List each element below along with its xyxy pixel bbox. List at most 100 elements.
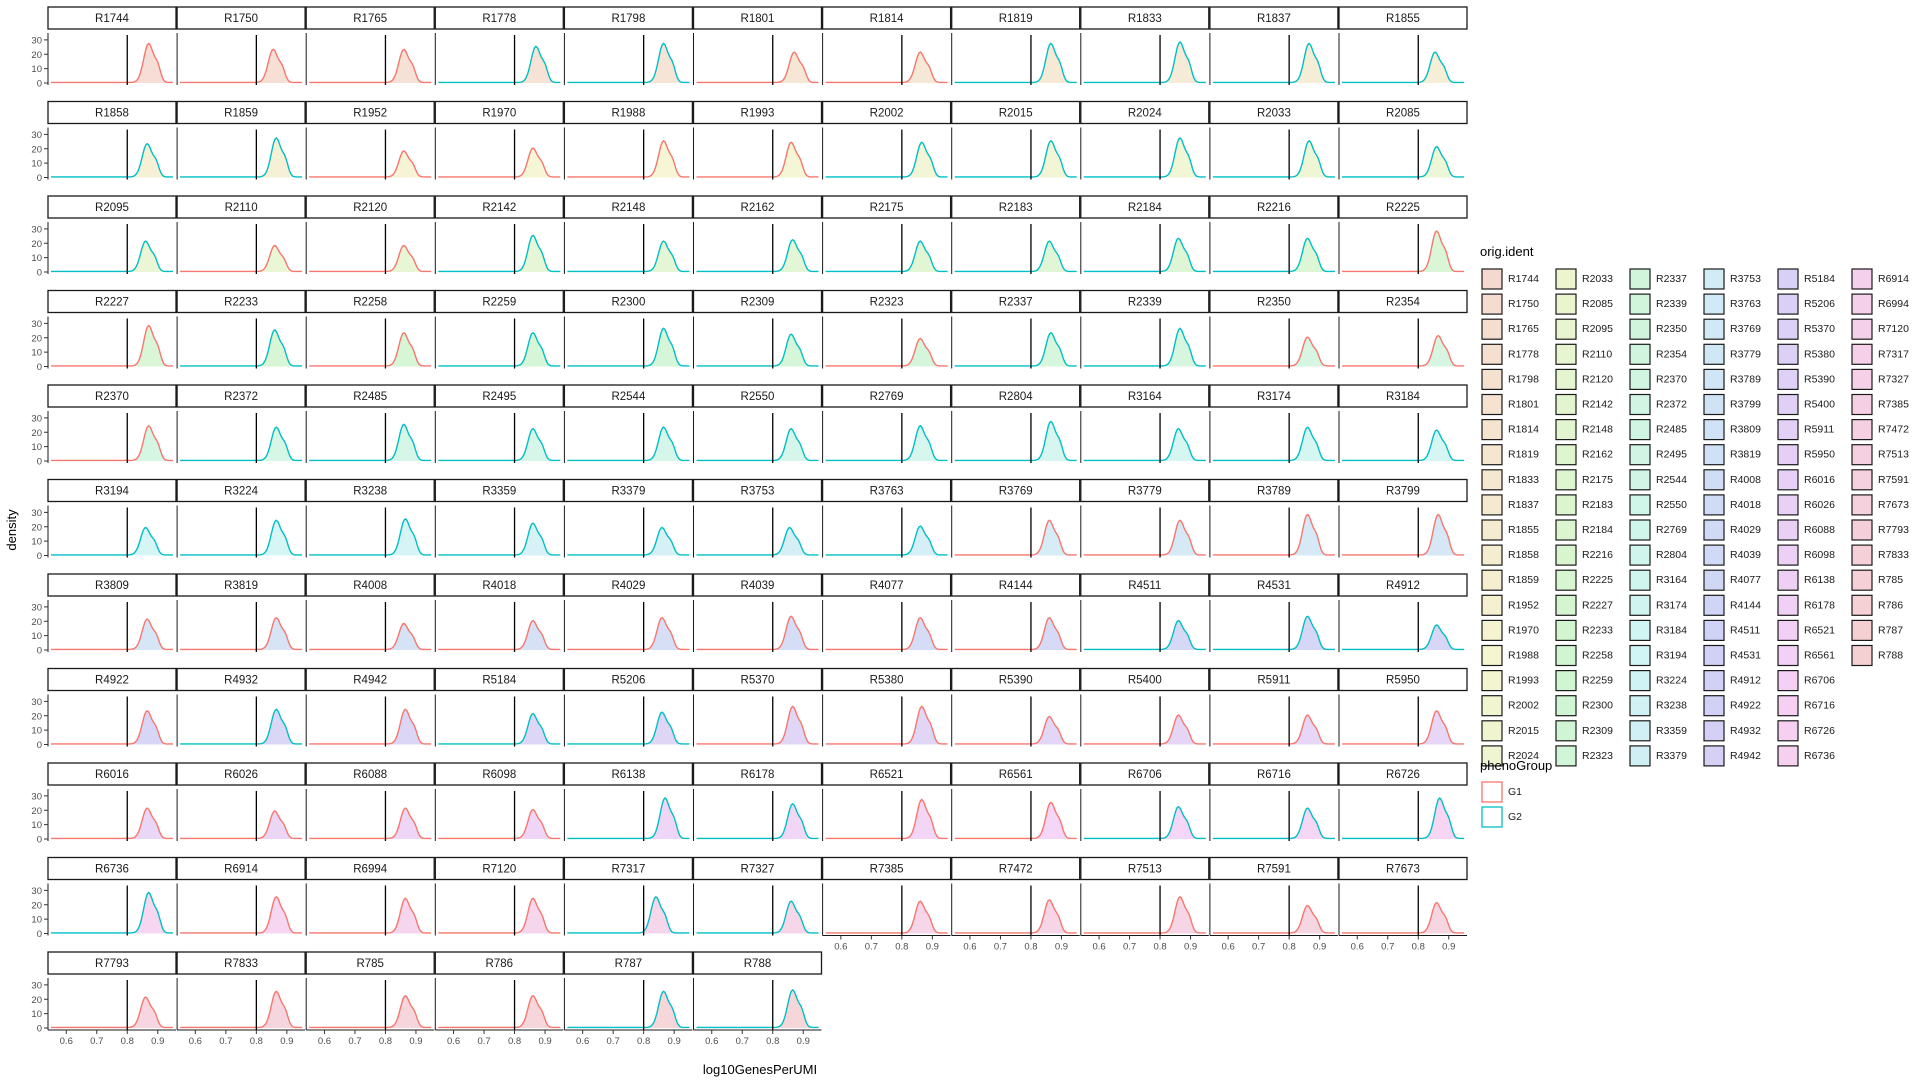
density-line xyxy=(1083,714,1206,745)
x-tick-label: 0.8 xyxy=(508,1036,521,1047)
legend-label: R2350 xyxy=(1656,323,1687,335)
legend-swatch xyxy=(1851,569,1873,591)
facet-strip-label: R6994 xyxy=(353,864,387,876)
facet-strip xyxy=(821,6,952,30)
facet-strip-label: R4912 xyxy=(1386,580,1420,592)
facet-strip xyxy=(434,762,564,786)
y-tick-label: 30 xyxy=(31,886,42,897)
density-line xyxy=(567,526,690,556)
density-line xyxy=(825,141,948,178)
legend-swatch xyxy=(1481,268,1503,290)
facet-panel-R2544: R2544 xyxy=(563,384,694,463)
legend-item-R6098: R6098 xyxy=(1777,544,1835,566)
legend-label: R2162 xyxy=(1582,449,1613,461)
legend-swatch xyxy=(1481,393,1503,416)
facet-panel-R1952: R1952 xyxy=(305,100,435,180)
facet-strip-label: R2550 xyxy=(741,391,775,403)
x-tick-label: 0.7 xyxy=(1252,942,1265,953)
density-line xyxy=(825,240,948,273)
facet-panel-R3194: R3194 0 10 20 30 xyxy=(31,478,177,562)
legend-swatch xyxy=(1629,594,1651,616)
density-line xyxy=(180,616,303,651)
legend-label: R4511 xyxy=(1730,624,1760,636)
density-area xyxy=(825,142,948,178)
facet-strip xyxy=(47,478,177,503)
legend-label: R3194 xyxy=(1656,650,1687,662)
density-line xyxy=(954,898,1077,934)
y-tick-label: 0 xyxy=(37,457,42,468)
legend-item-R2142: R2142 xyxy=(1555,393,1613,416)
density-line xyxy=(51,526,173,556)
legend-swatch xyxy=(1777,594,1799,616)
y-tick-label: 0 xyxy=(37,740,42,751)
facet-panel-R4077: R4077 xyxy=(821,573,952,652)
facet-panel-R4942: R4942 xyxy=(305,667,435,747)
x-tick-label: 0.9 xyxy=(797,1036,810,1047)
density-line xyxy=(309,331,432,367)
density-line xyxy=(1212,426,1335,462)
facet-strip-label: R3779 xyxy=(1128,486,1162,498)
density-line xyxy=(438,994,561,1029)
y-tick-label: 20 xyxy=(31,50,42,61)
legend-label: R3799 xyxy=(1730,399,1761,411)
legend-label: R3789 xyxy=(1730,373,1761,385)
facet-panel-R2804: R2804 xyxy=(951,384,1081,463)
x-tick-label: 0.7 xyxy=(607,1036,620,1047)
facet-panel-R4511: R4511 xyxy=(1080,573,1210,652)
legend-item-R7120: R7120 xyxy=(1851,318,1909,340)
legend-label: R2085 xyxy=(1582,298,1613,310)
legend-label: R2225 xyxy=(1582,574,1613,586)
facet-strip xyxy=(821,100,952,125)
legend-item-R2175: R2175 xyxy=(1555,469,1613,491)
facet-panel-R5390: R5390 xyxy=(951,667,1081,747)
legend-swatch xyxy=(1703,619,1725,642)
density-line xyxy=(1083,427,1206,462)
legend-swatch xyxy=(1481,720,1503,742)
facet-strip xyxy=(47,289,177,314)
y-tick-label: 10 xyxy=(31,348,42,359)
facet-strip xyxy=(176,856,306,881)
facet-strip-label: R2258 xyxy=(353,297,387,309)
legend-label: R2337 xyxy=(1656,273,1687,285)
y-tick-label: 0 xyxy=(37,1024,42,1035)
facet-panel-R1814: R1814 xyxy=(821,6,952,85)
facet-panel-R2337: R2337 xyxy=(951,289,1081,369)
y-tick-label: 10 xyxy=(31,159,42,170)
facet-panel-R1970: R1970 xyxy=(434,100,564,180)
facet-panel-R1798: R1798 xyxy=(563,6,694,85)
legend-item-R3809: R3809 xyxy=(1703,419,1761,441)
legend-swatch xyxy=(1703,720,1725,742)
legend-swatch xyxy=(1703,293,1725,315)
facet-strip xyxy=(951,289,1081,314)
facet-strip xyxy=(692,856,823,881)
y-tick-label: 30 xyxy=(31,508,42,519)
y-tick-label: 30 xyxy=(31,319,42,330)
facet-strip-label: R7833 xyxy=(224,958,258,970)
facet-strip-label: R2337 xyxy=(999,297,1033,309)
legend-swatch xyxy=(1703,419,1725,441)
legend-label: R6098 xyxy=(1804,549,1835,561)
density-area xyxy=(567,991,690,1028)
y-tick-label: 20 xyxy=(31,711,42,722)
legend-item-R2162: R2162 xyxy=(1555,444,1613,466)
facet-panel-R2550: R2550 xyxy=(692,384,823,463)
legend-item-R1819: R1819 xyxy=(1481,444,1539,466)
facet-panel-R2225: R2225 xyxy=(1338,195,1468,274)
x-tick-label: 0.7 xyxy=(219,1036,232,1047)
legend-swatch xyxy=(1703,669,1725,692)
facet-panel-R5370: R5370 xyxy=(692,667,823,747)
legend-item-R6716: R6716 xyxy=(1777,695,1835,717)
legend-item-R2550: R2550 xyxy=(1629,494,1687,516)
density-line xyxy=(51,324,173,367)
facet-strip xyxy=(305,762,435,786)
facet-strip-label: R6706 xyxy=(1128,769,1162,781)
legend-item-R3194: R3194 xyxy=(1629,644,1687,667)
facet-strip-label: R1778 xyxy=(482,13,516,25)
facet-panel-R4922: R4922 0 10 20 30 xyxy=(31,667,177,751)
facet-strip-label: R4008 xyxy=(353,580,387,592)
facet-panel-R7513: R7513 0.6 0.7 0.8 0.9 xyxy=(1080,856,1210,953)
legend-label: R1837 xyxy=(1508,499,1539,511)
density-line xyxy=(1342,513,1464,556)
facet-panel-R6138: R6138 xyxy=(563,762,694,841)
facet-strip-label: R2024 xyxy=(1128,108,1162,120)
